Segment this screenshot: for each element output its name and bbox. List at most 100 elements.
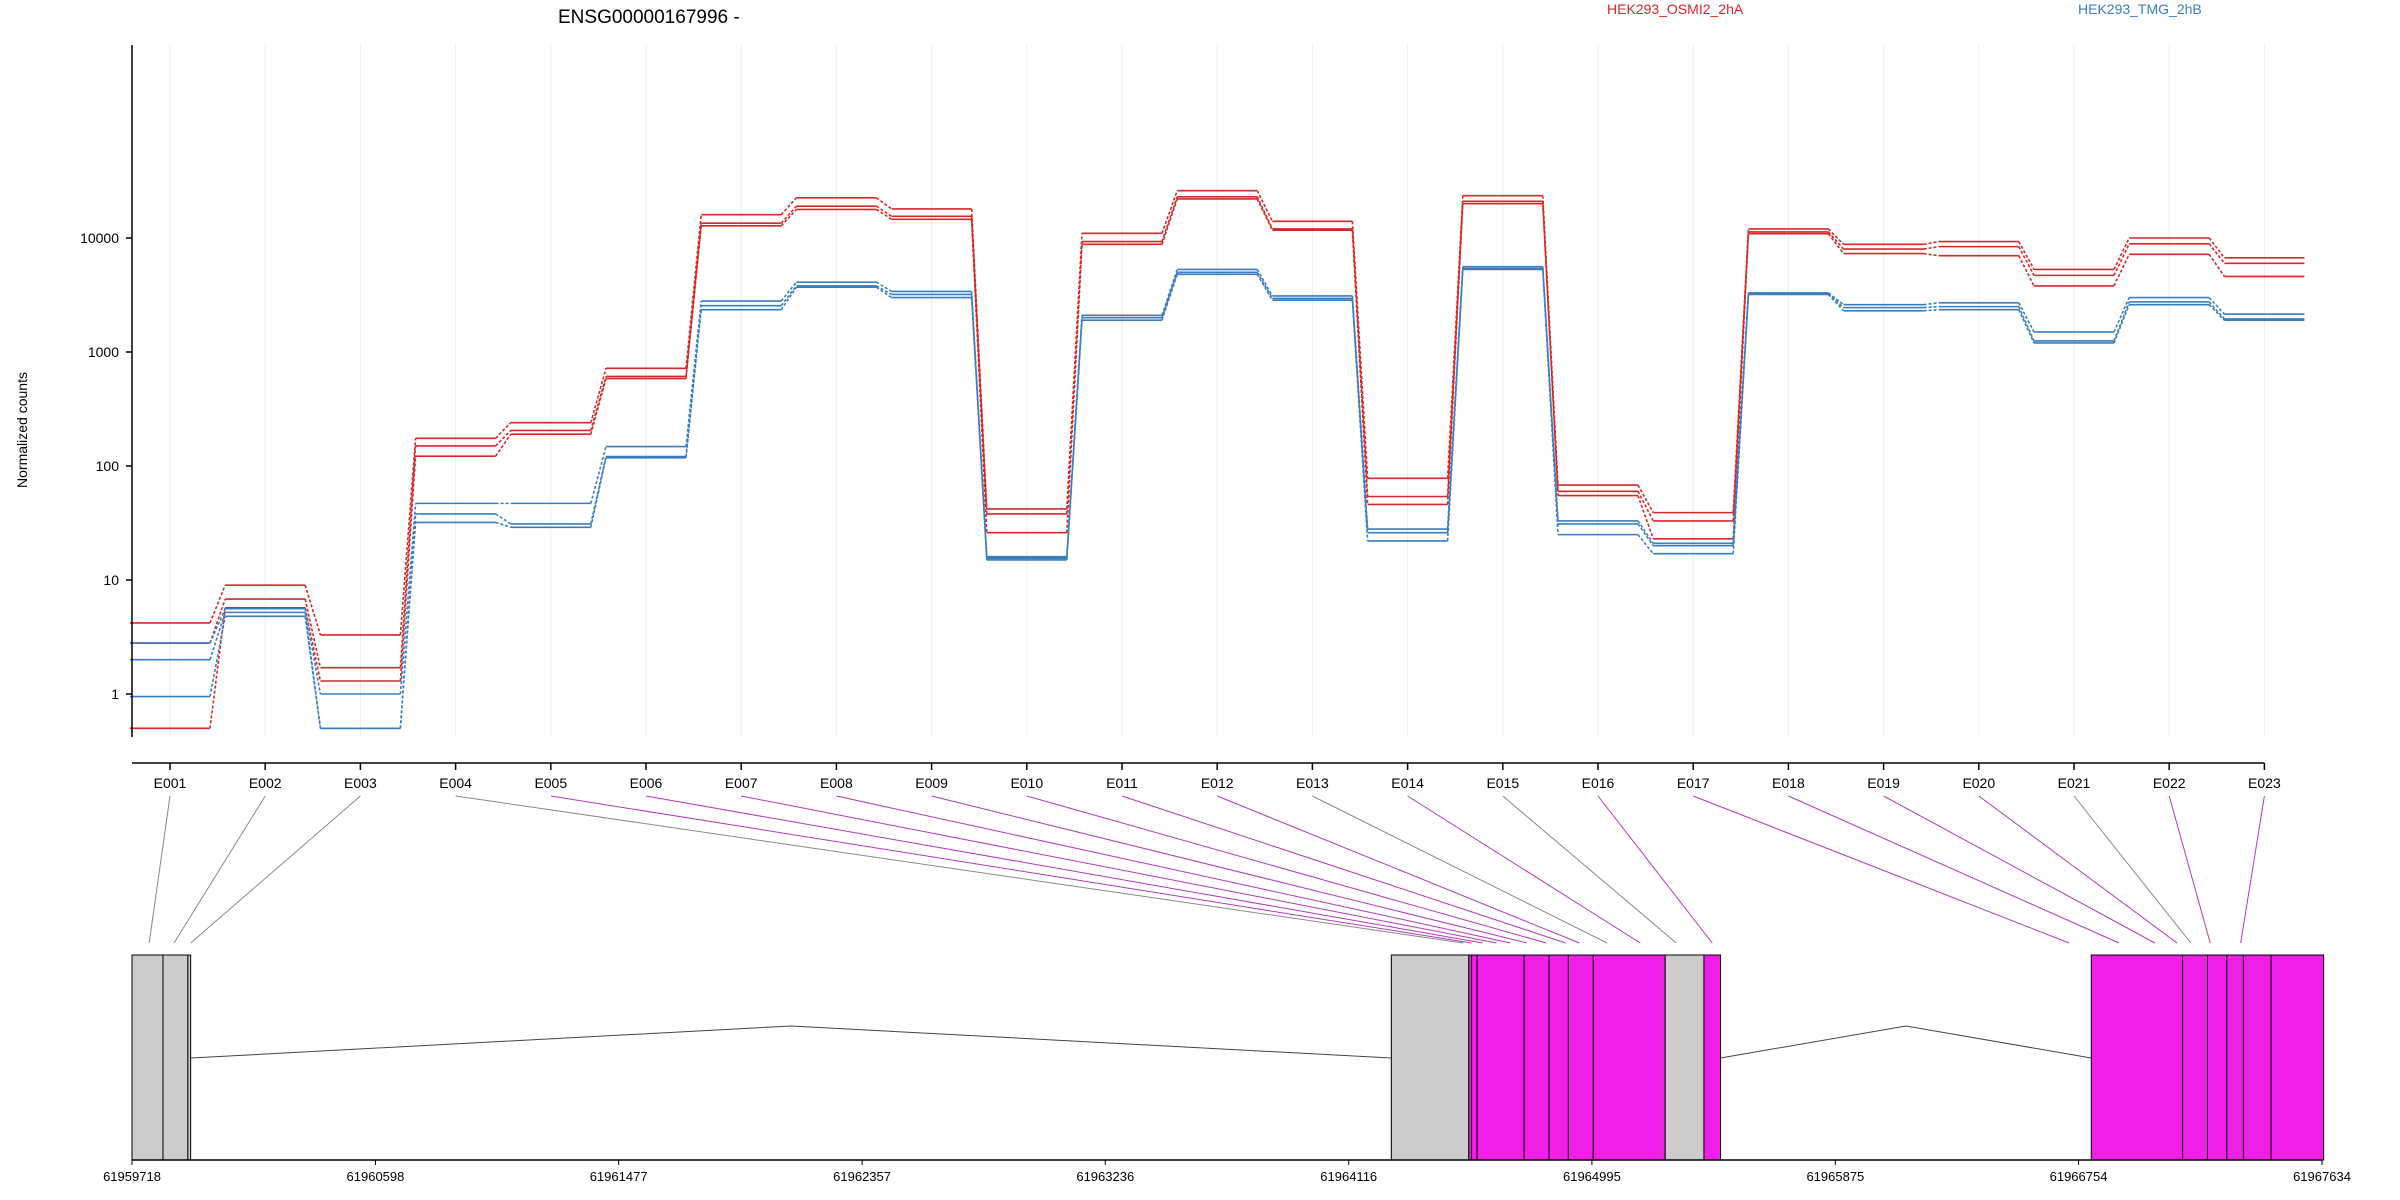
connector-tmg-rep1 xyxy=(685,300,702,447)
connector-osmi2-rep1 xyxy=(1923,240,1939,246)
connector-tmg-rep3 xyxy=(875,286,893,299)
exon-link-e016 xyxy=(1597,795,1713,944)
exon-block-8 xyxy=(1523,954,1550,1161)
genomic-tick-label: 61960598 xyxy=(347,1169,405,1184)
x-tick-label: E017 xyxy=(1677,775,1710,791)
connector-osmi2-rep3 xyxy=(970,219,988,533)
x-tick-label: E018 xyxy=(1772,775,1805,791)
exon-block-1 xyxy=(131,954,164,1161)
connector-tmg-rep1 xyxy=(2208,297,2225,315)
exon-link-e021 xyxy=(2073,795,2192,944)
connector-osmi2-rep3 xyxy=(1161,198,1178,245)
connector-tmg-rep3 xyxy=(209,616,226,697)
exon-link-e023 xyxy=(2240,795,2265,944)
connector-tmg-rep1 xyxy=(780,281,798,302)
connector-osmi2-rep1 xyxy=(590,368,607,423)
connector-osmi2-rep3 xyxy=(685,225,702,379)
connector-osmi2-rep2 xyxy=(780,205,797,224)
genomic-tick-label: 61967634 xyxy=(2293,1169,2351,1184)
x-tick-label: E003 xyxy=(344,775,377,791)
connector-osmi2-rep3 xyxy=(1923,252,1939,257)
exon-link-e011 xyxy=(1121,795,1566,944)
connector-osmi2-rep1 xyxy=(399,438,417,635)
genomic-tick-label: 61964995 xyxy=(1563,1169,1621,1184)
connector-osmi2-rep2 xyxy=(1827,231,1845,250)
exon-block-7 xyxy=(1476,954,1525,1161)
connector-osmi2-rep1 xyxy=(2018,241,2035,270)
connector-tmg-rep3 xyxy=(780,286,798,311)
connector-tmg-rep1 xyxy=(304,608,322,695)
exon-link-e022 xyxy=(2168,795,2211,944)
connector-osmi2-rep2 xyxy=(1732,231,1750,521)
connector-tmg-rep3 xyxy=(495,521,512,529)
connector-osmi2-rep1 xyxy=(1161,190,1178,234)
y-tick-label: 10 xyxy=(103,572,119,588)
exon-block-11 xyxy=(1592,954,1666,1161)
connector-tmg-rep3 xyxy=(590,457,607,528)
exon-link-e004 xyxy=(455,795,1464,944)
y-tick-label: 1 xyxy=(111,686,119,702)
exon-link-e002 xyxy=(173,795,266,944)
exon-link-e008 xyxy=(836,795,1511,944)
connector-osmi2-rep1 xyxy=(2113,237,2130,270)
x-tick-label: E007 xyxy=(725,775,758,791)
x-tick-label: E020 xyxy=(1962,775,1995,791)
exon-block-17 xyxy=(2226,954,2244,1161)
connector-tmg-rep2 xyxy=(1637,523,1654,547)
connector-osmi2-rep2 xyxy=(2018,246,2035,276)
y-tick-label: 100 xyxy=(96,458,120,474)
connector-tmg-rep3 xyxy=(304,616,322,729)
exon-block-14 xyxy=(2090,954,2184,1161)
genomic-tick-label: 61965875 xyxy=(1806,1169,1864,1184)
exon-block-15 xyxy=(2182,954,2208,1161)
x-tick-label: E005 xyxy=(534,775,567,791)
exon-link-e003 xyxy=(190,795,361,944)
exon-block-9 xyxy=(1548,954,1569,1161)
exon-link-e014 xyxy=(1407,795,1641,944)
connector-tmg-rep1 xyxy=(399,503,417,695)
x-tick-label: E012 xyxy=(1201,775,1234,791)
genomic-tick-label: 61959718 xyxy=(103,1169,161,1184)
connector-tmg-rep1 xyxy=(209,608,226,644)
connector-osmi2-rep3 xyxy=(1542,203,1559,496)
exon-link-e012 xyxy=(1217,795,1580,944)
y-axis-label: Normalized counts xyxy=(14,372,30,488)
connector-tmg-rep2 xyxy=(2113,301,2130,342)
connector-tmg-rep3 xyxy=(1256,273,1274,301)
intron-1 xyxy=(190,1025,1392,1059)
x-tick-label: E019 xyxy=(1867,775,1900,791)
connector-tmg-rep2 xyxy=(1256,271,1274,299)
exon-block-2 xyxy=(162,954,189,1161)
connector-osmi2-rep3 xyxy=(1827,233,1845,255)
connector-osmi2-rep3 xyxy=(1732,233,1750,539)
connector-tmg-rep3 xyxy=(1732,294,1750,554)
connector-tmg-rep3 xyxy=(2113,304,2130,344)
connector-osmi2-rep2 xyxy=(1923,245,1939,250)
connector-tmg-rep1 xyxy=(2018,302,2035,333)
connector-osmi2-rep3 xyxy=(1446,203,1464,505)
exon-link-e009 xyxy=(931,795,1528,944)
connector-osmi2-rep1 xyxy=(304,584,322,636)
connector-osmi2-rep1 xyxy=(1256,190,1274,222)
exon-link-e001 xyxy=(148,795,171,944)
connector-osmi2-rep3 xyxy=(1066,244,1083,533)
exon-block-19 xyxy=(2270,954,2325,1161)
genomic-tick-label: 61964116 xyxy=(1320,1169,1377,1184)
connector-osmi2-rep2 xyxy=(495,429,512,447)
x-tick-label: E008 xyxy=(820,775,853,791)
exon-link-e015 xyxy=(1502,795,1677,944)
connector-tmg-rep2 xyxy=(1827,293,1845,309)
connector-tmg-rep3 xyxy=(1161,274,1178,321)
connector-osmi2-rep3 xyxy=(1351,230,1369,505)
connector-osmi2-rep3 xyxy=(2113,253,2130,287)
legend-entry-osmi2: HEK293_OSMI2_2hA xyxy=(1607,1,1744,17)
legend-entry-tmg: HEK293_TMG_2hB xyxy=(2078,1,2202,17)
exon-link-e005 xyxy=(550,795,1472,944)
exon-link-e020 xyxy=(1978,795,2178,944)
x-tick-label: E006 xyxy=(630,775,663,791)
connector-tmg-rep2 xyxy=(1923,305,1939,309)
connector-osmi2-rep1 xyxy=(2208,237,2226,259)
connector-osmi2-rep3 xyxy=(399,456,417,682)
exon-block-6 xyxy=(1471,954,1478,1161)
